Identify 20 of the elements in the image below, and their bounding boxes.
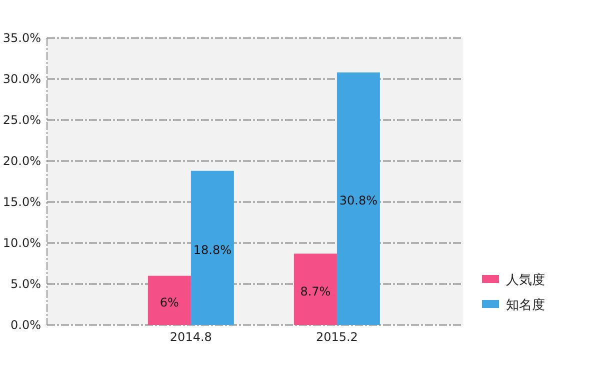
bar xyxy=(336,72,380,325)
x-tick-label: 2015.2 xyxy=(316,330,358,344)
y-tick-label: 30.0% xyxy=(2,72,41,86)
y-tick-label: 20.0% xyxy=(2,154,41,168)
y-tick-label: 10.0% xyxy=(2,236,41,250)
bar xyxy=(148,276,191,325)
text: 18.8% xyxy=(193,242,232,257)
y-tick-label: 35.0% xyxy=(2,31,41,45)
x-tick-label: 2014.8 xyxy=(170,330,212,344)
y-tick-label: 15.0% xyxy=(2,195,41,209)
y-tick-label: 0.0% xyxy=(10,318,41,332)
legend-label: 人気度 xyxy=(506,272,545,288)
text: 6% xyxy=(160,295,179,310)
legend-label: 知名度 xyxy=(506,297,545,313)
text: 8.7% xyxy=(300,284,331,298)
bar xyxy=(294,254,337,325)
y-tick-label: 5.0% xyxy=(10,277,41,291)
y-tick-label: 25.0% xyxy=(2,113,41,127)
text: 30.8% xyxy=(339,194,378,208)
bar xyxy=(190,170,234,325)
